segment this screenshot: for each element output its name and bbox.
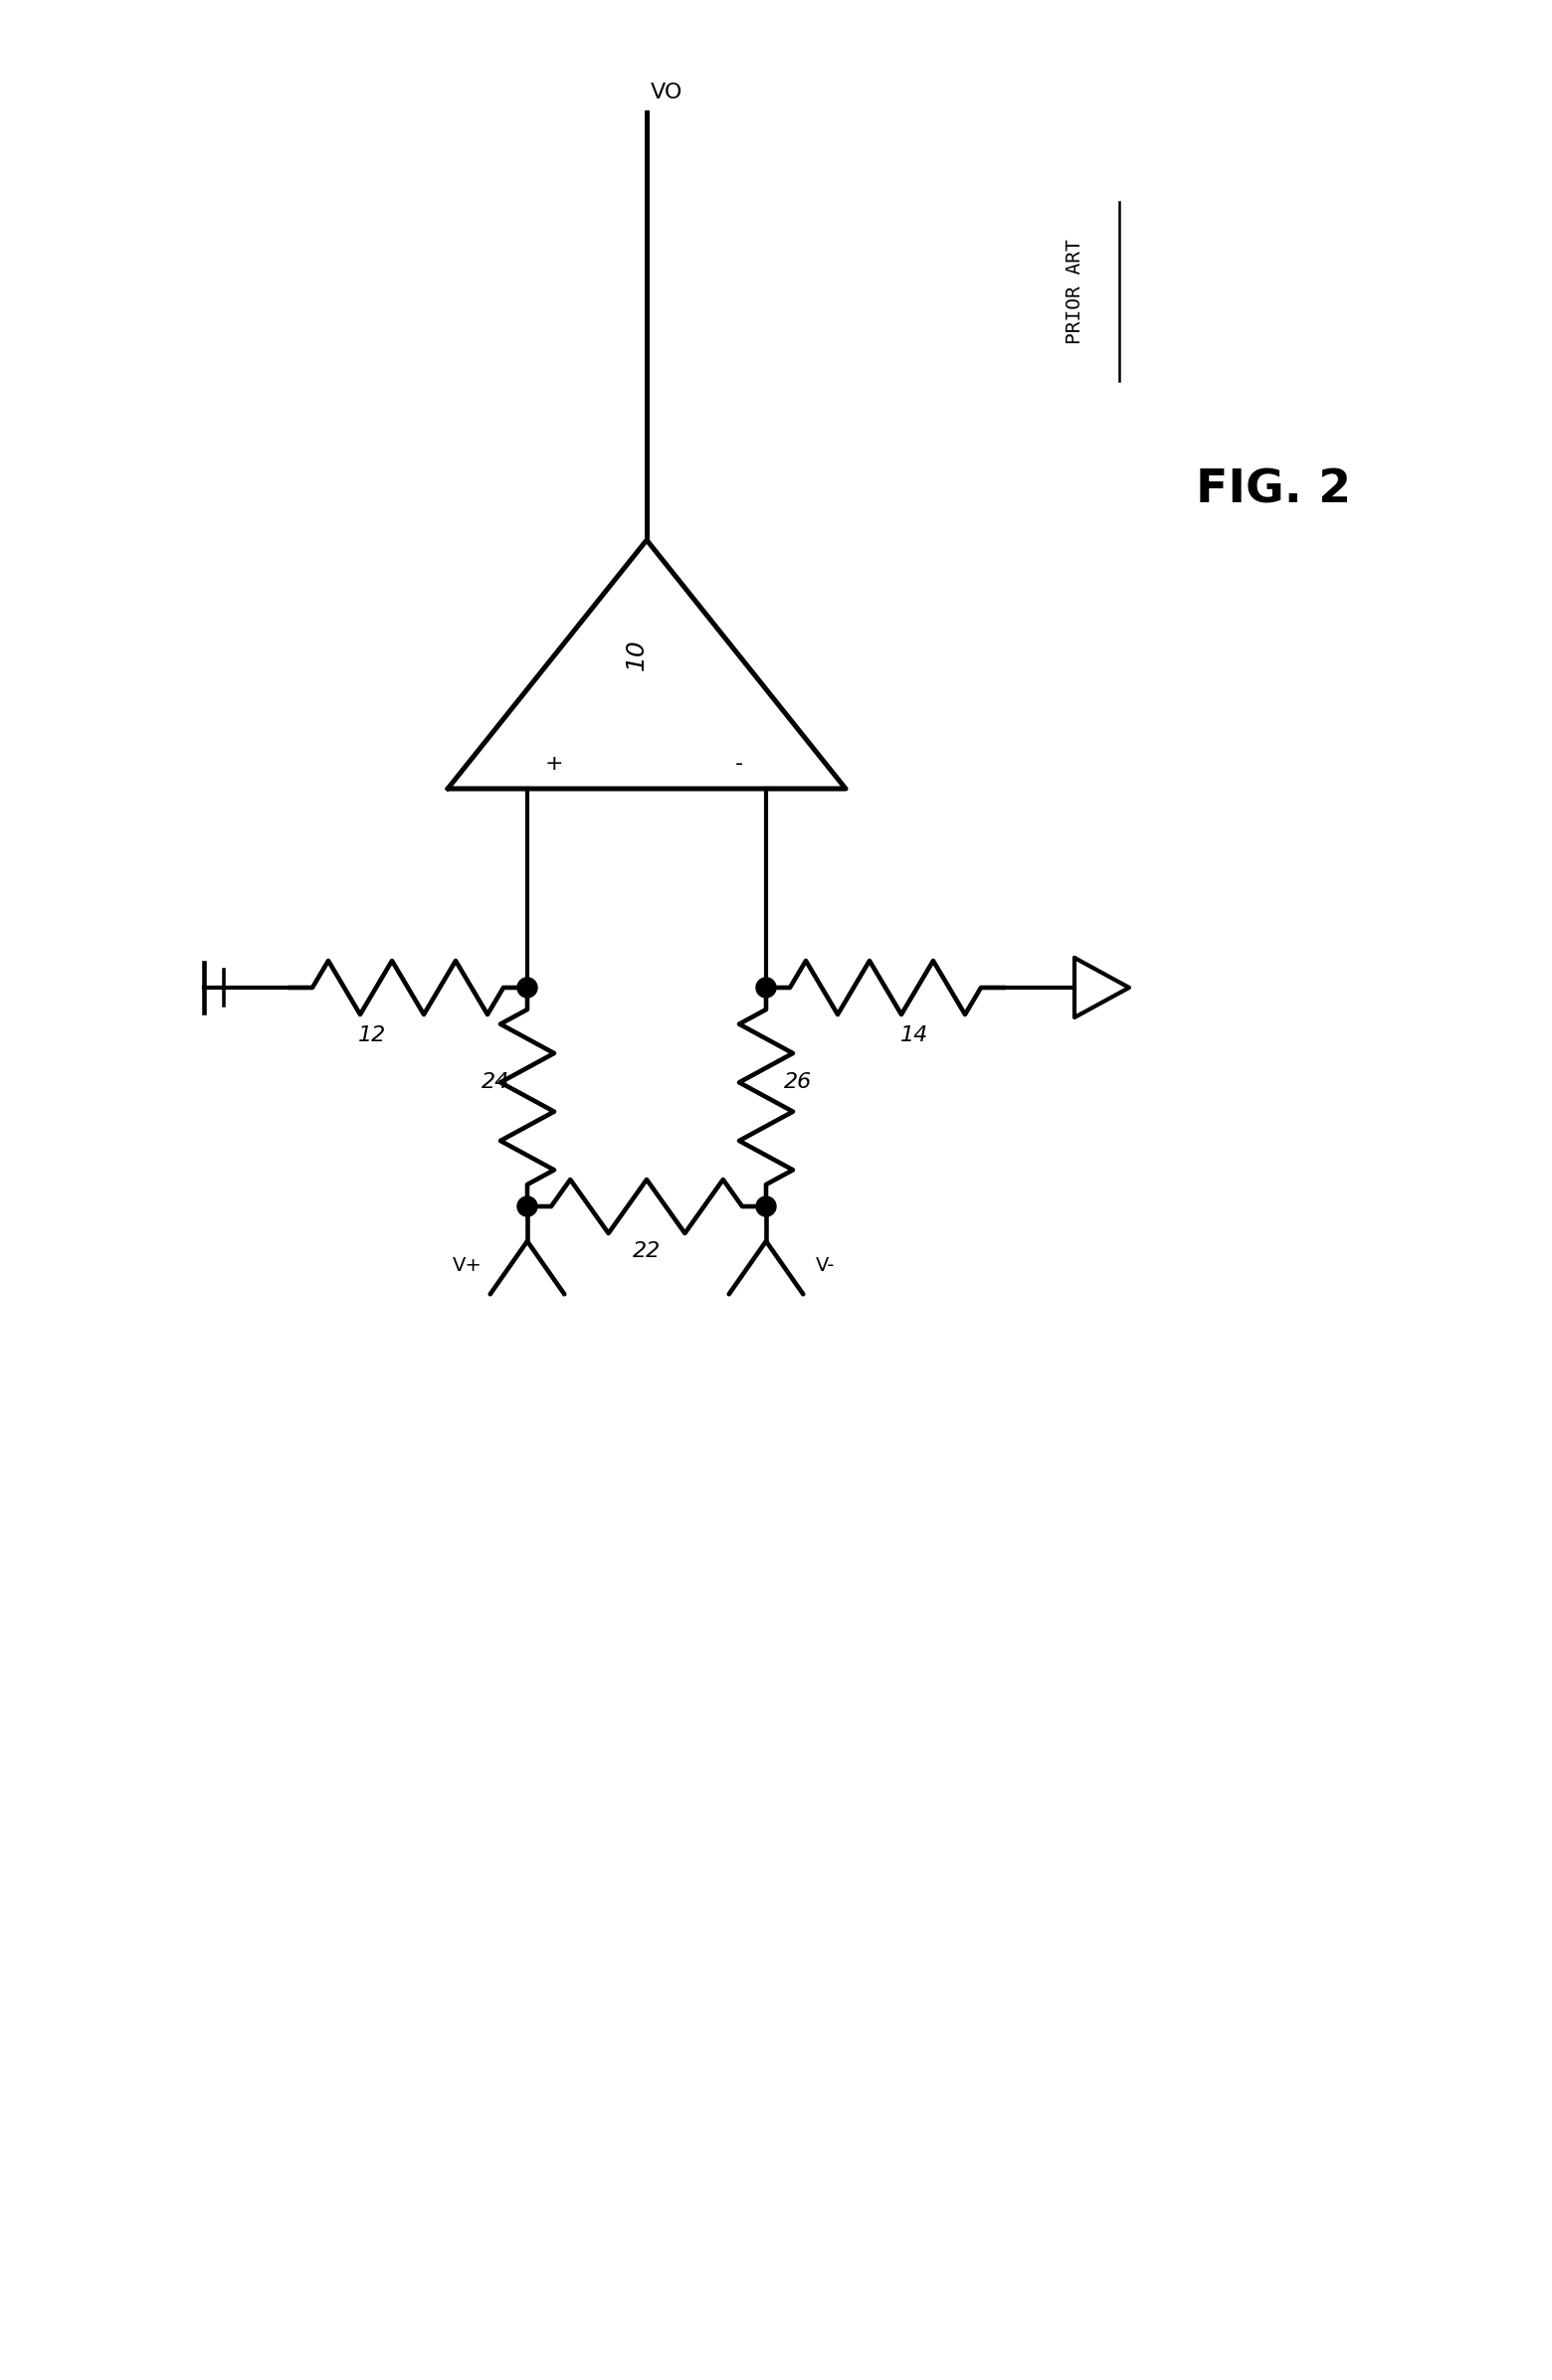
Text: 14: 14: [900, 1026, 928, 1045]
Text: 12: 12: [359, 1026, 386, 1045]
Text: 26: 26: [784, 1071, 812, 1092]
Text: FIG. 2: FIG. 2: [1195, 469, 1352, 512]
Text: 24: 24: [481, 1071, 509, 1092]
Circle shape: [756, 1197, 776, 1216]
Text: V-: V-: [816, 1257, 835, 1276]
Text: V+: V+: [453, 1257, 483, 1276]
Text: +: +: [545, 754, 563, 774]
Text: PRIOR ART: PRIOR ART: [1065, 238, 1083, 345]
Circle shape: [517, 978, 537, 997]
Text: VO: VO: [650, 83, 683, 102]
Text: 22: 22: [633, 1242, 661, 1261]
Text: 10: 10: [625, 638, 649, 671]
Circle shape: [756, 978, 776, 997]
Text: -: -: [736, 754, 743, 774]
Circle shape: [517, 1197, 537, 1216]
